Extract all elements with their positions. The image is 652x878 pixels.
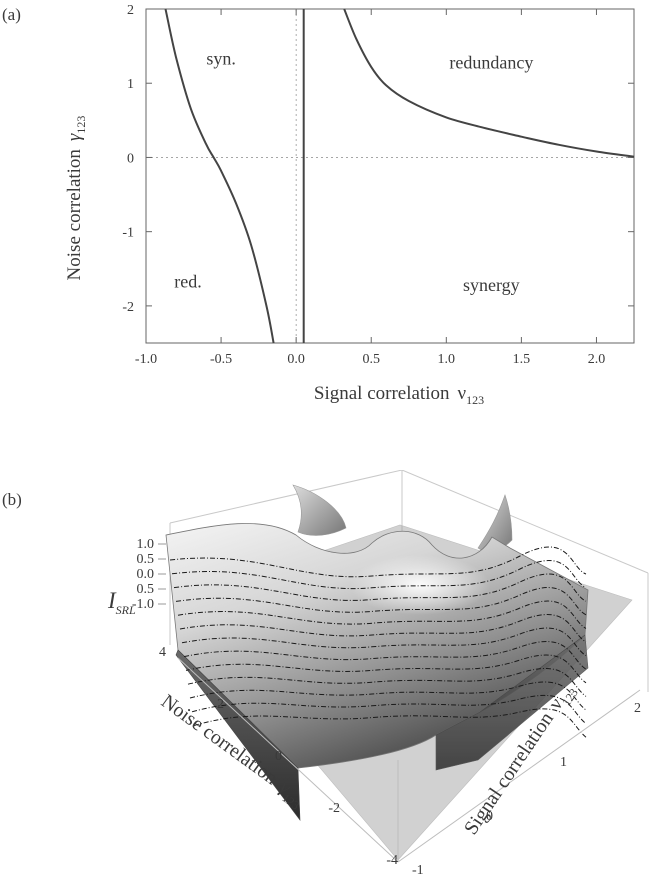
panel-a-axes: [145, 8, 635, 344]
panel-a-region-label-red: red.: [174, 271, 201, 291]
panel-b-contour-line: [181, 627, 587, 657]
panel-a-curve-3: [343, 8, 635, 158]
panel-b-contour-line: [171, 560, 587, 590]
panel-b-front-left-wall: [175, 649, 301, 821]
panel-b-contour-line: [169, 546, 587, 578]
panel-a-ylabel-sub: 123: [74, 116, 88, 134]
panel-a-region-label-synergy: synergy: [463, 275, 520, 295]
panel-b-xtick-label: -1: [412, 863, 424, 878]
panel-b-ztick-label: 0.5: [137, 582, 155, 597]
panel-b-xtick-label: 1: [560, 755, 567, 770]
panel-b-xticks: -1 0 1 2: [412, 701, 641, 878]
panel-b-contours: [169, 546, 587, 738]
panel-a-xtick-label: -1.0: [135, 352, 157, 367]
panel-a-ytick-label: 0: [127, 151, 134, 166]
panel-b-zlabel-sub: SRL: [116, 603, 136, 617]
panel-a-chart: (a) -1.0 -0.5 0.0 0.5 1.0 1.5 2.0 -2 -1 0 1 2 syn. r…: [2, 3, 635, 407]
panel-b-ztick-label: -1.0: [132, 597, 154, 612]
panel-a-xlabel-sub: 123: [466, 393, 484, 407]
panel-a-xlabel-symbol: ν: [458, 383, 467, 404]
panel-b-ytick-label: 0: [275, 749, 282, 764]
panel-a-ytick-label: -1: [122, 226, 134, 241]
panel-b-front-edges: [177, 657, 641, 863]
panel-b-ztick-label: 0.5: [137, 552, 155, 567]
panel-a-xtick-label: 2.0: [588, 352, 606, 367]
panel-b-xtick-label: 2: [634, 701, 641, 716]
panel-b-contour-line: [183, 641, 587, 670]
panel-b-zticks: 1.00.50.00.5-1.0: [132, 537, 166, 612]
panel-a-ytick-label: -2: [122, 300, 134, 315]
panel-a-curve-1: [164, 8, 275, 344]
panel-b-contour-line: [193, 708, 587, 738]
panel-b-contour-line: [187, 668, 587, 697]
panel-a-ticks: -1.0 -0.5 0.0 0.5 1.0 1.5 2.0 -2 -1 0 1 2: [122, 3, 634, 367]
panel-a-xtick-label: -0.5: [210, 352, 232, 367]
panel-b-contour-line: [179, 614, 587, 643]
panel-a-ylabel-symbol: γ: [64, 133, 85, 141]
panel-b-ytick-label: 2: [217, 697, 224, 712]
panel-a-xtick-label: 1.5: [513, 352, 531, 367]
panel-a-region-label-syn: syn.: [206, 49, 236, 69]
panel-a-ylabel: Noise correlation γ123: [64, 116, 88, 281]
panel-a-region-label-redundancy: redundancy: [449, 52, 533, 72]
panel-b-contour-line: [173, 573, 587, 602]
panel-b-ytick-label: -4: [386, 853, 398, 868]
panel-b-ztick-label: 1.0: [137, 537, 155, 552]
panel-a-xtick-label: 0.5: [362, 352, 380, 367]
panel-b-contour-line: [175, 587, 587, 616]
panel-b-contour-line: [191, 694, 587, 724]
panel-b-ztick-label: 0.0: [137, 567, 155, 582]
panel-a-ytick-label: 1: [127, 77, 134, 92]
svg-text:Noise correlationγ123: Noise correlation γ123: [64, 116, 88, 281]
panel-b-ytick-label: -2: [328, 801, 340, 816]
panel-a-annotations: syn. red. redundancy synergy: [174, 49, 533, 295]
panel-a-xtick-label: 0.0: [287, 352, 305, 367]
panel-b-contour-line: [185, 654, 587, 684]
panel-b-surface-highlight: [350, 555, 490, 615]
panel-b-ytick-label: 4: [159, 645, 166, 660]
panel-a-xlabel: Signal correlation ν123: [314, 383, 484, 407]
panel-b-contour-line: [189, 681, 587, 711]
panel-b-zlabel-text: I: [107, 588, 117, 613]
panel-a-curves: [164, 8, 635, 344]
panel-a-frame: [145, 8, 635, 344]
panel-a-label: (a): [2, 5, 21, 24]
panel-a-ylabel-text: Noise correlation: [64, 149, 85, 281]
panel-b-label: (b): [2, 490, 22, 509]
panel-b-xtick-label: 0: [486, 809, 493, 824]
panel-b-yticks: 4 2 0 -2 -4: [159, 645, 398, 868]
panel-b-left-fin: [292, 484, 347, 536]
panel-a-xtick-label: 1.0: [438, 352, 456, 367]
panel-a-xlabel-text: Signal correlation: [314, 383, 450, 404]
panel-b-zlabel: ISRL: [107, 588, 136, 617]
panel-a-ytick-label: 2: [127, 3, 134, 18]
